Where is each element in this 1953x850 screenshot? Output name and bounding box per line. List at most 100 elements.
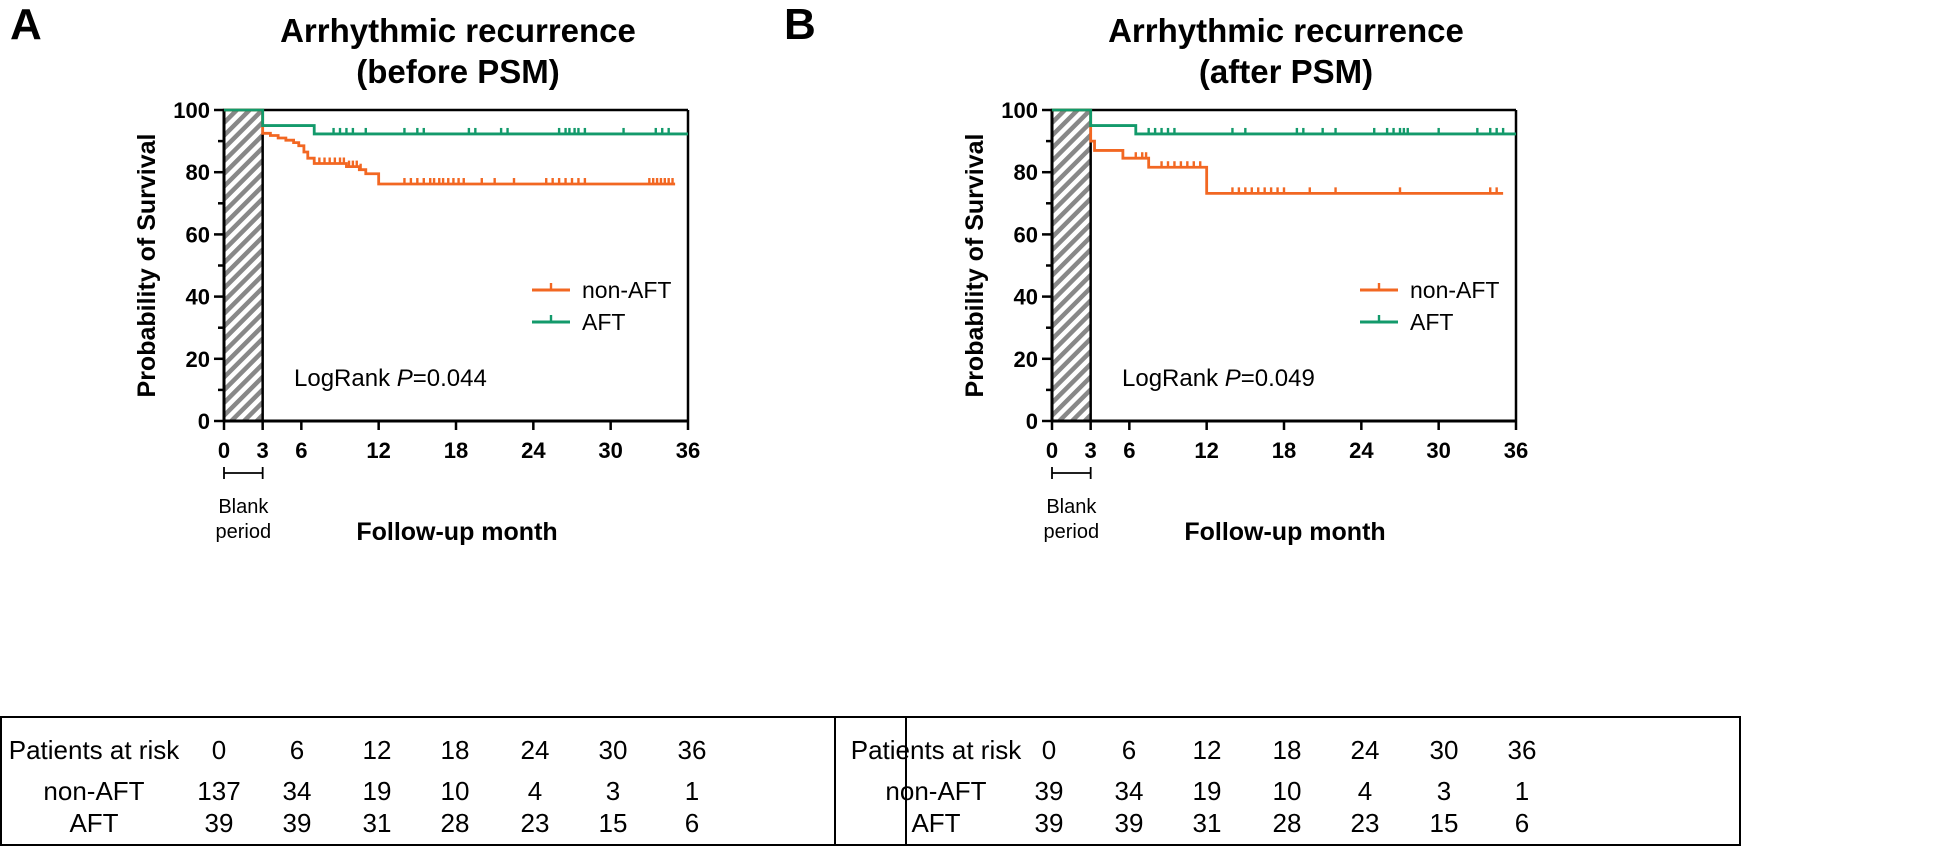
risk-value: 31 <box>362 808 392 838</box>
y-tick-label: 20 <box>1014 347 1038 372</box>
risk-value: 39 <box>1114 808 1144 838</box>
logrank-annotation: LogRank P=0.049 <box>1122 365 1315 392</box>
risk-value: 3 <box>605 776 621 806</box>
x-tick-label: 36 <box>676 438 700 463</box>
risk-header-row: Patients at risk 0 6 12 18 24 30 36 <box>836 735 1739 769</box>
blank-period-label: period <box>216 521 272 543</box>
chart-title: Arrhythmic recurrence (after PSM) <box>1046 10 1526 92</box>
y-tick-label: 40 <box>1014 285 1038 310</box>
x-tick-label: 0 <box>1046 438 1058 463</box>
risk-row-label: non-AFT <box>885 776 987 806</box>
y-tick-label: 0 <box>198 409 210 434</box>
chart-title-line1: Arrhythmic recurrence <box>1108 12 1464 49</box>
panel-b: B Arrhythmic recurrence (after PSM) 0 20 4… <box>784 0 1953 850</box>
risk-header-label: Patients at risk <box>850 735 1022 765</box>
y-tick-label: 80 <box>186 160 210 185</box>
logrank-value: =0.049 <box>1241 365 1315 392</box>
x-tick-label: 12 <box>366 438 390 463</box>
x-tick-label: 6 <box>295 438 307 463</box>
legend-label: AFT <box>582 309 625 335</box>
blank-period-label: period <box>1044 521 1100 543</box>
risk-value: 3 <box>1436 776 1452 806</box>
risk-value: 39 <box>1034 776 1064 806</box>
risk-table: Patients at risk 0 6 12 18 24 30 36 non-… <box>0 716 907 846</box>
y-tick-label: 80 <box>1014 160 1038 185</box>
legend-label: non-AFT <box>582 277 671 303</box>
y-tick-label: 60 <box>1014 222 1038 247</box>
risk-value: 4 <box>527 776 543 806</box>
survival-curve-aft <box>1052 108 1516 136</box>
risk-timepoint: 24 <box>520 735 550 765</box>
x-tick-label: 30 <box>1426 438 1450 463</box>
y-tick-label: 60 <box>186 222 210 247</box>
x-tick-label: 24 <box>521 438 546 463</box>
risk-row-label: AFT <box>69 808 119 838</box>
chart-title-line1: Arrhythmic recurrence <box>280 12 636 49</box>
risk-timepoint: 6 <box>1121 735 1137 765</box>
chart-title-line2: (before PSM) <box>356 53 560 90</box>
logrank-value: =0.044 <box>413 365 487 392</box>
risk-timepoint: 36 <box>1507 735 1537 765</box>
risk-timepoint: 12 <box>362 735 392 765</box>
x-tick-label: 18 <box>1272 438 1296 463</box>
x-tick-label: 3 <box>257 438 269 463</box>
logrank-p-symbol: P <box>1225 365 1241 392</box>
blank-period-label: Blank <box>218 496 269 518</box>
risk-value: 1 <box>684 776 700 806</box>
risk-value: 39 <box>282 808 312 838</box>
logrank-p-symbol: P <box>397 365 413 392</box>
y-tick-label: 0 <box>1026 409 1038 434</box>
risk-value: 23 <box>1350 808 1380 838</box>
y-tick-label: 40 <box>186 285 210 310</box>
y-tick-label: 100 <box>1001 98 1038 123</box>
risk-timepoint: 12 <box>1192 735 1222 765</box>
risk-header-label: Patients at risk <box>8 735 180 765</box>
panel-a: A Arrhythmic recurrence (before PSM) 0 20… <box>0 0 976 850</box>
risk-row-label: AFT <box>911 808 961 838</box>
risk-value: 6 <box>684 808 700 838</box>
y-tick-label: 100 <box>173 98 210 123</box>
x-tick-label: 0 <box>218 438 230 463</box>
risk-value: 15 <box>598 808 628 838</box>
x-tick-label: 18 <box>444 438 468 463</box>
logrank-label: LogRank <box>294 365 397 392</box>
x-axis-title: Follow-up month <box>1184 518 1385 546</box>
risk-timepoint: 30 <box>1429 735 1459 765</box>
x-tick-label: 6 <box>1123 438 1135 463</box>
blank-period-region <box>222 108 264 423</box>
risk-row-aft: AFT 39 39 31 28 23 15 6 <box>836 808 1739 842</box>
risk-timepoint: 0 <box>211 735 227 765</box>
risk-header-row: Patients at risk 0 6 12 18 24 30 36 <box>2 735 905 769</box>
risk-value: 137 <box>197 776 241 806</box>
x-axis-title: Follow-up month <box>356 518 557 546</box>
risk-timepoint: 6 <box>289 735 305 765</box>
risk-value: 28 <box>440 808 470 838</box>
risk-row-label: non-AFT <box>43 776 145 806</box>
risk-value: 23 <box>520 808 550 838</box>
x-tick-label: 30 <box>598 438 622 463</box>
survival-curve-aft <box>224 108 688 136</box>
risk-value: 1 <box>1514 776 1530 806</box>
risk-row-non-aft: non-AFT 137 34 19 10 4 3 1 <box>2 776 905 810</box>
risk-value: 39 <box>1034 808 1064 838</box>
risk-timepoint: 18 <box>1272 735 1302 765</box>
risk-value: 34 <box>1114 776 1144 806</box>
risk-timepoint: 36 <box>677 735 707 765</box>
x-tick-label: 24 <box>1349 438 1374 463</box>
risk-value: 15 <box>1429 808 1459 838</box>
risk-timepoint: 18 <box>440 735 470 765</box>
risk-value: 31 <box>1192 808 1222 838</box>
risk-value: 34 <box>282 776 312 806</box>
risk-timepoint: 24 <box>1350 735 1380 765</box>
panel-letter: B <box>784 0 816 49</box>
risk-value: 10 <box>1272 776 1302 806</box>
logrank-label: LogRank <box>1122 365 1225 392</box>
risk-value: 4 <box>1357 776 1373 806</box>
risk-value: 19 <box>362 776 392 806</box>
x-tick-label: 12 <box>1194 438 1218 463</box>
survival-curve-non-aft <box>224 108 676 186</box>
risk-table: Patients at risk 0 6 12 18 24 30 36 non-… <box>834 716 1741 846</box>
risk-value: 6 <box>1514 808 1530 838</box>
